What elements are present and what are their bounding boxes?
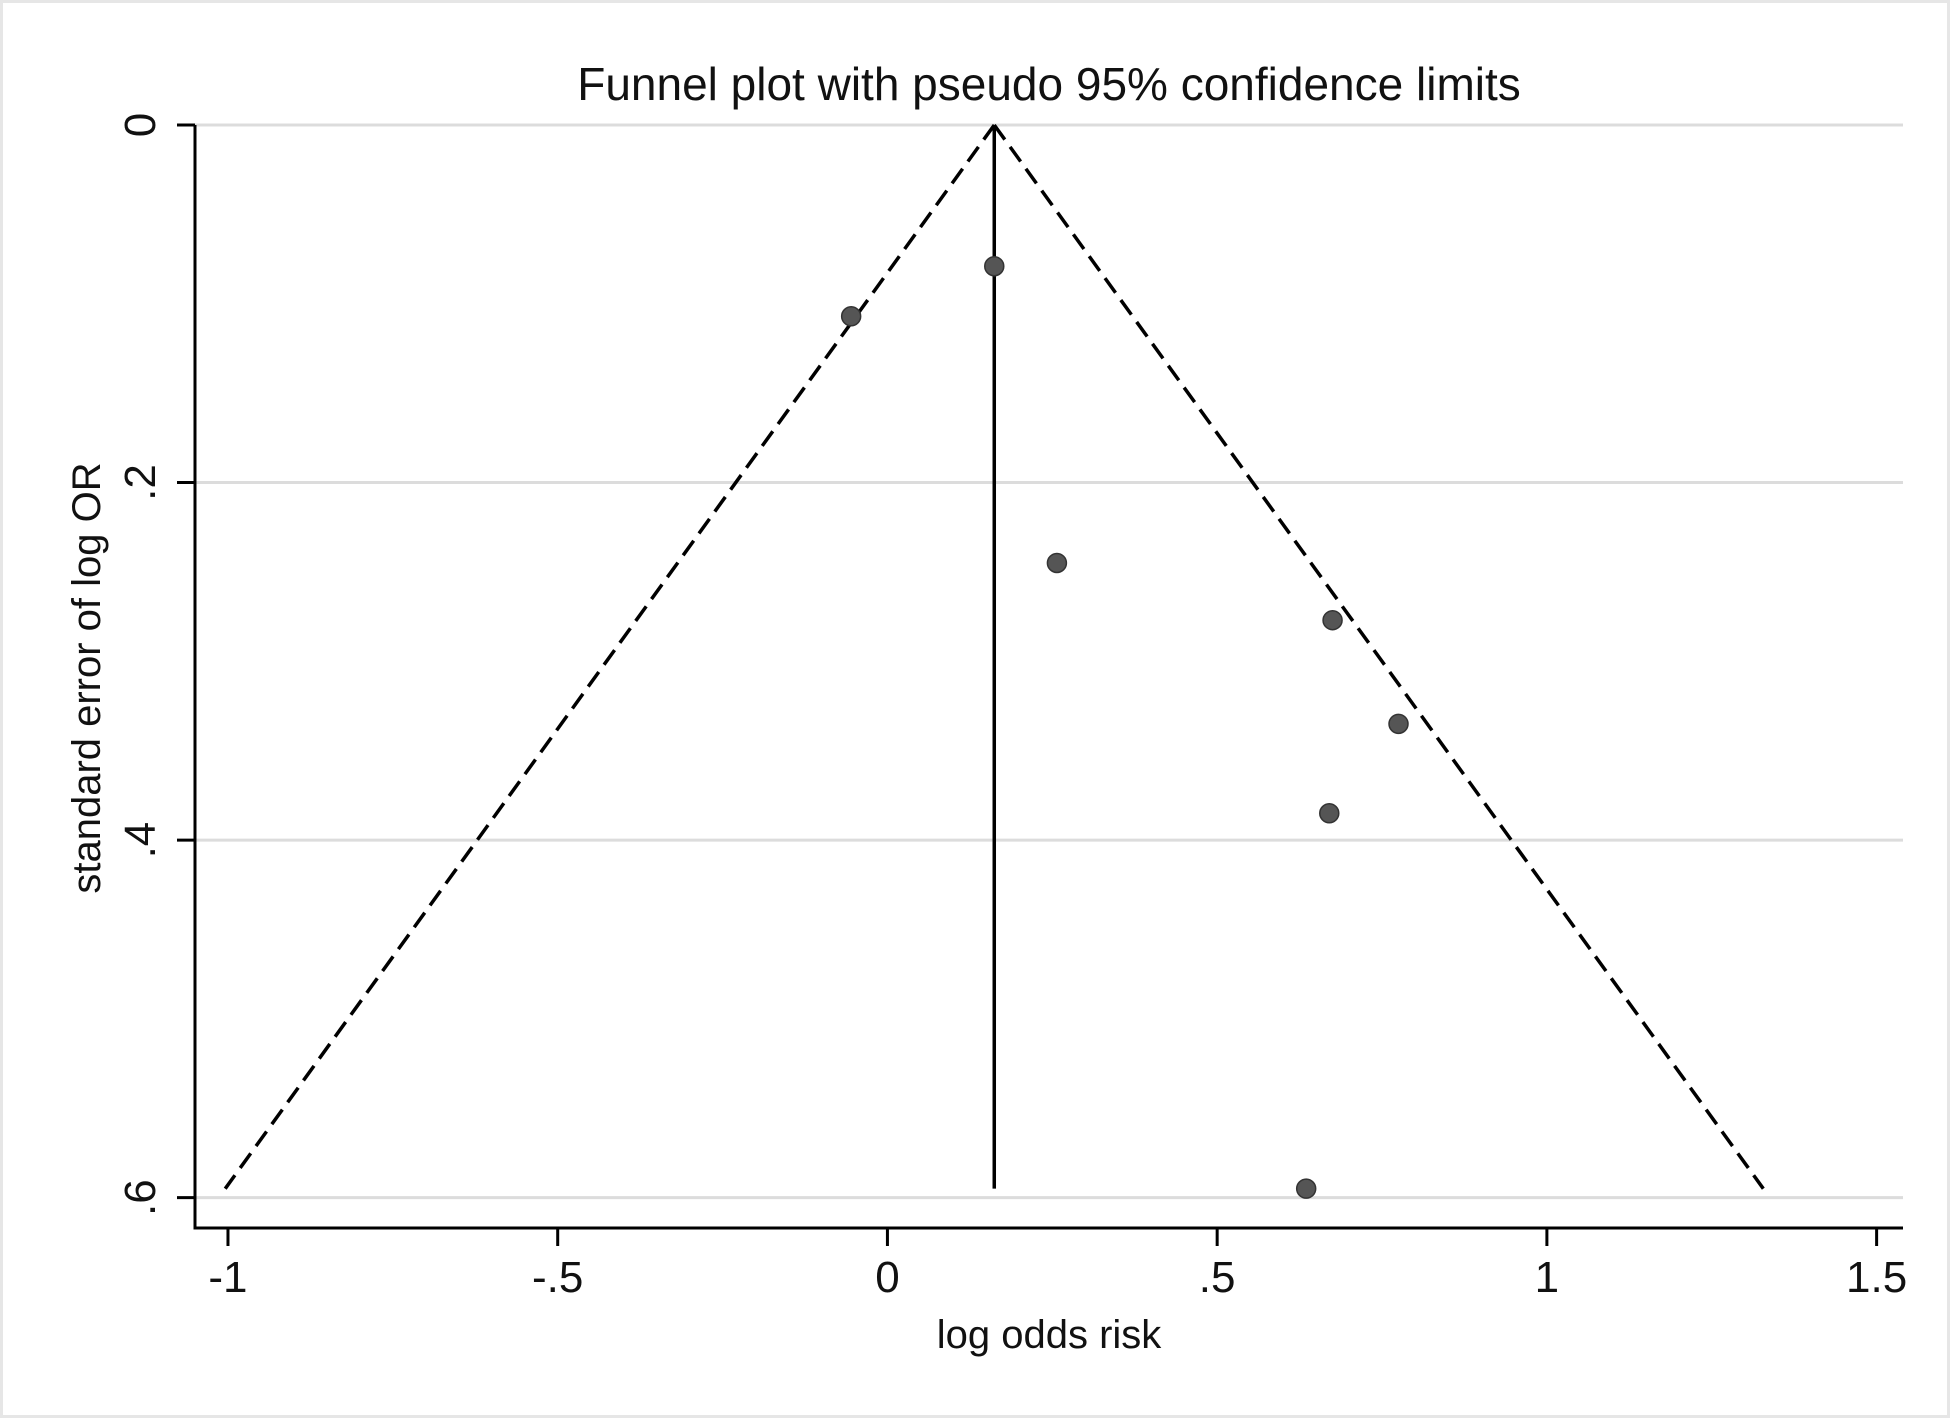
grid-lines	[195, 123, 1903, 1200]
y-tick-label: .6	[116, 1179, 165, 1216]
data-points	[840, 255, 1409, 1199]
chart-labels: Funnel plot with pseudo 95% confidence l…	[65, 58, 1521, 1357]
x-tick-label: .5	[1199, 1253, 1236, 1302]
x-axis-label: log odds risk	[937, 1313, 1163, 1357]
upper-confidence-limit-line	[992, 123, 1765, 1190]
funnel-lines	[223, 123, 1765, 1190]
axes: -1 -.5 0 .5 1 1.5 0 .2 .4 .6	[116, 113, 1907, 1302]
x-tick-label: 0	[875, 1253, 899, 1302]
y-tick-label: 0	[116, 113, 165, 137]
x-tick-label: 1	[1535, 1253, 1559, 1302]
data-point-7	[1295, 1178, 1317, 1199]
y-tick-label: .4	[116, 822, 165, 859]
chart-title: Funnel plot with pseudo 95% confidence l…	[577, 58, 1521, 110]
data-point-1	[840, 306, 862, 327]
x-tick-label: 1.5	[1846, 1253, 1907, 1302]
y-axis-label: standard error of log OR	[65, 462, 109, 893]
data-point-6	[1319, 803, 1340, 824]
x-tick-label: -1	[208, 1253, 247, 1302]
data-point-5	[1388, 713, 1409, 735]
data-point-4	[1322, 609, 1343, 631]
lower-confidence-limit-line	[223, 123, 996, 1190]
funnel-plot-chart: -1 -.5 0 .5 1 1.5 0 .2 .4 .6 Funnel plot with pse…	[65, 58, 1907, 1357]
x-tick-label: -.5	[532, 1253, 583, 1302]
data-point-3	[1046, 552, 1068, 574]
y-tick-label: .2	[116, 464, 165, 501]
data-point-2	[984, 255, 1005, 277]
